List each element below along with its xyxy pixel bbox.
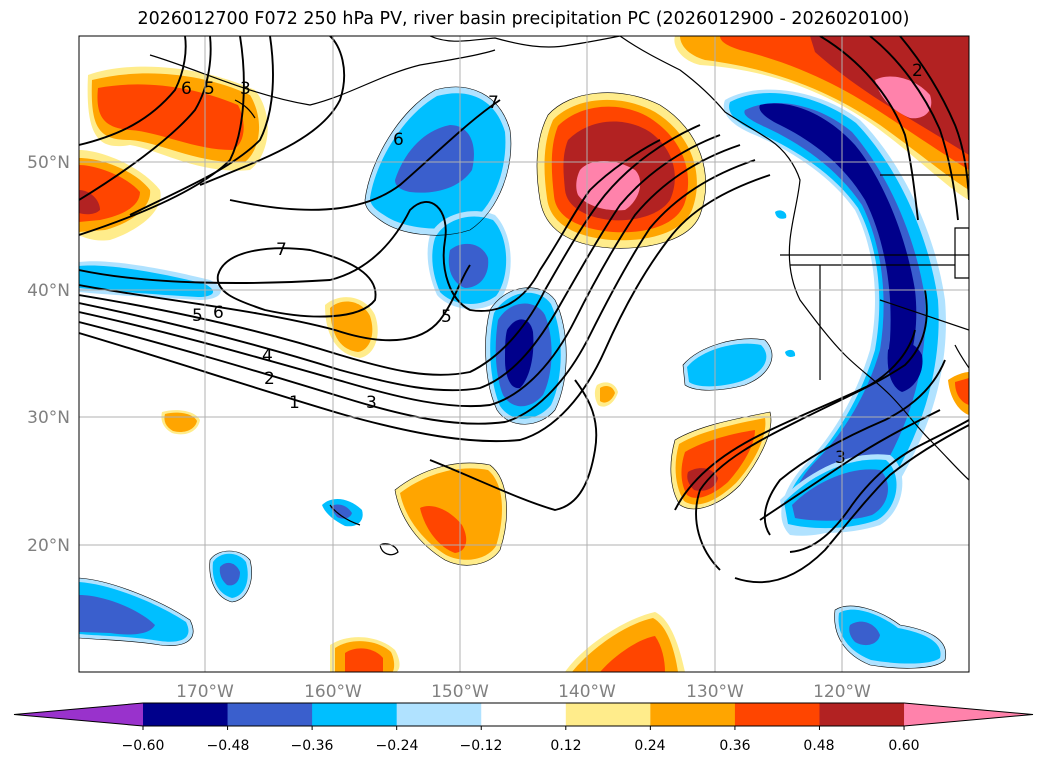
contour-label: 5 [204,79,215,99]
colorbar-tick-label: 0.48 [803,738,834,754]
colorbar-segment [819,703,905,726]
colorbar-tick-label: 0.24 [634,738,665,754]
gridlines [79,36,969,672]
colorbar-tick-label: 0.36 [719,738,750,754]
contour-label: 6 [393,130,404,150]
contour-label: 2 [912,61,923,81]
contour-label: 6 [181,79,192,99]
map-plot-area: 6 5 3 7 6 7 6 5 5 4 2 1 3 3 2 [79,36,969,672]
pv-contour-labels: 6 5 3 7 6 7 6 5 5 4 2 1 3 3 2 [181,61,923,468]
lon-label: 170°W [176,682,234,702]
coastlines [149,36,969,556]
colorbar-tick-label: −0.12 [460,738,503,754]
colorbar-tick-labels: −0.60 −0.48 −0.36 −0.24 −0.12 0.12 0.24 … [122,738,920,754]
colorbar-extend-high [904,703,1033,726]
colorbar-tick-label: −0.24 [376,738,419,754]
colorbar-tick-label: −0.60 [122,738,165,754]
pv-contours [79,36,969,584]
lon-label: 140°W [558,682,616,702]
lat-label: 30°N [27,408,70,428]
contour-label: 5 [192,306,203,326]
contour-label: 3 [240,79,251,99]
colorbar-segment [650,703,736,726]
colorbar-segment [396,703,482,726]
lon-label: 150°W [431,682,489,702]
colorbar-tick-label: 0.12 [550,738,581,754]
latitude-labels: 50°N 40°N 30°N 20°N [27,153,70,556]
colorbar-segment [143,703,229,726]
lon-label: 120°W [813,682,871,702]
contour-label: 2 [264,369,275,389]
map-title: 2026012700 F072 250 hPa PV, river basin … [137,9,910,29]
colorbar-segment [227,703,313,726]
contour-label: 1 [289,393,300,413]
colorbar-tick-label: −0.48 [207,738,250,754]
colorbar-extend-low [14,703,143,726]
contour-label: 6 [213,303,224,323]
lon-label: 160°W [304,682,362,702]
contour-label: 3 [366,393,377,413]
contour-label: 7 [276,240,287,260]
colorbar-segment [481,703,567,726]
contour-label: 5 [441,307,452,327]
lat-label: 20°N [27,536,70,556]
map-frame [78,35,970,673]
colorbar-segment [565,703,651,726]
lat-label: 50°N [27,153,70,173]
contour-label: 3 [835,448,846,468]
colorbar-segment [312,703,398,726]
colorbar-tick-label: −0.36 [291,738,334,754]
shading-outlines [79,86,947,669]
lat-label: 40°N [27,281,70,301]
lon-label: 130°W [686,682,744,702]
contour-label: 7 [488,93,499,113]
colorbar-tick-label: 0.60 [888,738,919,754]
contour-label: 4 [262,346,273,366]
colorbar [13,702,1034,730]
longitude-labels: 170°W 160°W 150°W 140°W 130°W 120°W [176,682,871,702]
colorbar-segment [734,703,820,726]
